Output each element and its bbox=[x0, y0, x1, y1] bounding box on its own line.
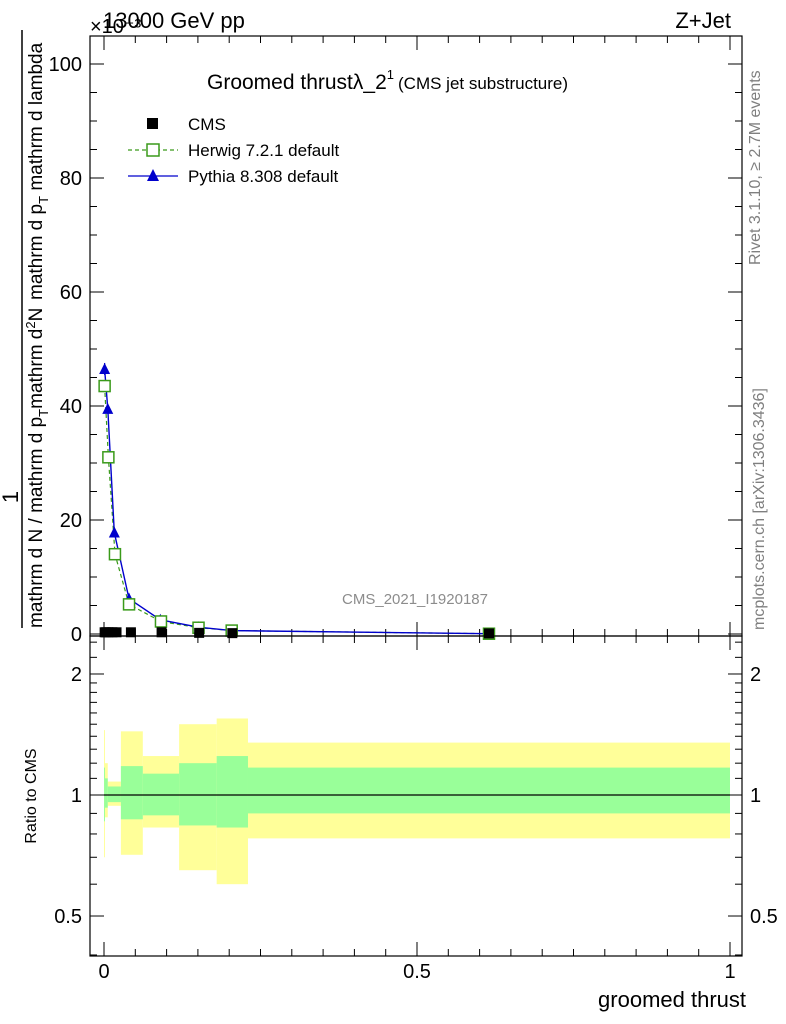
legend-entry-pythia: Pythia 8.308 default bbox=[128, 167, 339, 186]
ylabel-num: mathrm d bbox=[26, 329, 47, 409]
ratio-frame bbox=[89, 635, 743, 957]
herwig-point bbox=[102, 451, 115, 464]
legend-cms-label: CMS bbox=[188, 115, 226, 134]
x-tick-label: 0.5 bbox=[403, 961, 431, 983]
ratio-inner-band bbox=[247, 767, 731, 814]
main-y-ticks: 0 20 40 60 80 100 bbox=[49, 54, 742, 646]
cms-point bbox=[483, 628, 494, 639]
legend-herwig-marker bbox=[146, 143, 160, 157]
ratio-inner-band bbox=[179, 763, 217, 826]
herwig-point bbox=[154, 615, 168, 628]
ratio-xlabel: groomed thrust bbox=[598, 987, 746, 1012]
cms-point bbox=[156, 627, 167, 638]
ylabel-one: 1 bbox=[0, 491, 23, 503]
y-tick-label: 80 bbox=[60, 168, 82, 190]
ratio-inner-band bbox=[120, 766, 143, 820]
y-tick-label: 60 bbox=[60, 282, 82, 304]
ratio-ylabel: Ratio to CMS bbox=[23, 748, 40, 843]
legend-pythia-marker bbox=[147, 169, 159, 181]
cms-point bbox=[227, 628, 238, 639]
mcplots-label: mcplots.cern.ch [arXiv:1306.3436] bbox=[751, 388, 768, 630]
herwig-point bbox=[98, 379, 111, 393]
ratio-inner-band bbox=[104, 778, 108, 808]
pythia-point bbox=[99, 362, 111, 374]
exponent-label: ×10⁻³ bbox=[90, 16, 141, 38]
main-panel: 0 20 40 60 80 100 Groomed thrustλ_21 (CMS jet … bbox=[49, 35, 743, 646]
x-tick-label: 1 bbox=[724, 961, 735, 983]
ratio-inner-band bbox=[216, 756, 248, 828]
ylabel-den: mathrm d N / mathrm d p bbox=[26, 417, 47, 628]
legend: CMS Herwig 7.2.1 default Pythia 8.308 de… bbox=[128, 115, 339, 186]
legend-cms-marker bbox=[147, 118, 158, 129]
ratio-y-tick-label-right: 2 bbox=[750, 664, 761, 686]
ratio-bands bbox=[104, 718, 731, 885]
ratio-y-tick-label-right: 0.5 bbox=[750, 906, 778, 928]
ratio-inner-band bbox=[107, 786, 121, 803]
y-tick-label: 20 bbox=[60, 510, 82, 532]
ylabel-num-tail: N bbox=[26, 308, 47, 322]
y-tick-label: 40 bbox=[60, 396, 82, 418]
process-label: Z+Jet bbox=[675, 8, 731, 33]
ratio-y-tick-label-right: 1 bbox=[750, 785, 761, 807]
main-x-ticks bbox=[103, 36, 731, 636]
ylabel-den-sub: T bbox=[36, 409, 51, 417]
ratio-panel: 0.5 0.51 12 2 0 0.5 1 Ratio to CMS groomed th… bbox=[23, 635, 778, 1012]
ylabel-main: mathrm d N / mathrm d pTmathrm d2N bbox=[23, 308, 51, 628]
ylabel-den2: mathrm d p bbox=[26, 204, 47, 300]
ylabel-den2-tail: mathrm d lambda bbox=[26, 42, 47, 196]
pythia-point bbox=[102, 402, 114, 414]
cms-point bbox=[125, 627, 136, 638]
main-series bbox=[98, 362, 496, 640]
ylabel-num-sup: 2 bbox=[23, 321, 38, 328]
main-ylabel: 1 mathrm d N / mathrm d pTmathrm d2N mat… bbox=[0, 42, 51, 628]
ratio-y-tick-label: 0.5 bbox=[54, 906, 82, 928]
ratio-y-ticks: 0.5 0.5 1 1 2 2 bbox=[54, 641, 778, 956]
ylabel-top: mathrm d pT mathrm d lambda bbox=[26, 42, 51, 300]
legend-pythia-label: Pythia 8.308 default bbox=[188, 167, 339, 186]
title-sup: 1 bbox=[387, 67, 394, 82]
collision-label: 13000 GeV pp bbox=[103, 8, 245, 33]
cms-point bbox=[194, 627, 205, 638]
ratio-y-tick-label: 2 bbox=[71, 664, 82, 686]
x-tick-label: 0 bbox=[98, 961, 109, 983]
ratio-x-ticks: 0 0.5 1 bbox=[98, 636, 736, 983]
ratio-y-tick-label: 1 bbox=[71, 785, 82, 807]
rivet-label: Rivet 3.1.10, ≥ 2.7M events bbox=[747, 70, 764, 265]
ylabel-den2-sub: T bbox=[36, 196, 51, 204]
herwig-point bbox=[108, 547, 122, 561]
herwig-point bbox=[122, 598, 136, 611]
pythia-point bbox=[108, 526, 120, 538]
cms-point bbox=[111, 627, 122, 638]
y-tick-label: 100 bbox=[49, 54, 82, 76]
title-main: Groomed thrust bbox=[207, 71, 353, 94]
legend-herwig-label: Herwig 7.2.1 default bbox=[188, 141, 339, 160]
title-lambda: λ_2 bbox=[353, 71, 387, 94]
chart-title: Groomed thrustλ_21 (CMS jet substructure) bbox=[207, 67, 568, 94]
legend-entry-herwig: Herwig 7.2.1 default bbox=[128, 141, 339, 160]
legend-entry-cms: CMS bbox=[147, 115, 226, 134]
y-tick-label: 0 bbox=[71, 624, 82, 646]
analysis-watermark: CMS_2021_I1920187 bbox=[342, 591, 488, 608]
title-note: (CMS jet substructure) bbox=[398, 74, 568, 93]
